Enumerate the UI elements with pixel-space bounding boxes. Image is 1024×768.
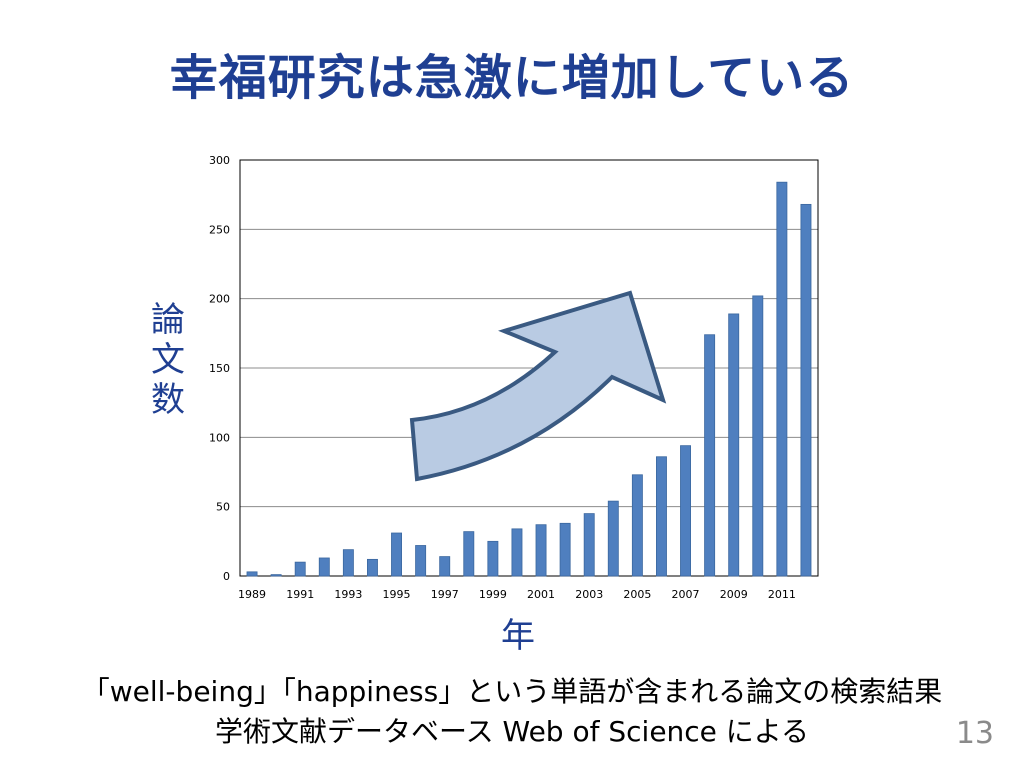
bar-2003 bbox=[583, 513, 595, 577]
y-tick-label: 150 bbox=[209, 362, 230, 375]
bar-2008 bbox=[704, 334, 716, 577]
bar-1993 bbox=[342, 549, 354, 577]
x-tick-label: 1995 bbox=[383, 588, 411, 601]
caption-search-terms: 「well-being」「happiness」という単語が含まれる論文の検索結果 bbox=[81, 675, 943, 708]
trend-arrow-icon bbox=[409, 290, 667, 482]
bar-2012 bbox=[800, 203, 812, 577]
bar-1989 bbox=[246, 571, 258, 577]
bar-1994 bbox=[367, 558, 378, 577]
bar-1996 bbox=[415, 545, 427, 577]
x-tick-label: 1999 bbox=[479, 588, 507, 601]
y-tick-label: 300 bbox=[209, 154, 230, 167]
x-tick-label: 1989 bbox=[238, 588, 266, 601]
bar-2001 bbox=[535, 524, 547, 577]
y-tick-label: 250 bbox=[209, 223, 230, 236]
x-axis-ticks: 1989 1991 1993 1995 1997 1999 2001 2003 2005 2007… bbox=[238, 588, 796, 601]
x-tick-label: 2003 bbox=[575, 588, 603, 601]
bar-2005 bbox=[631, 474, 643, 577]
x-tick-label: 2001 bbox=[527, 588, 555, 601]
bar-2010 bbox=[752, 295, 764, 577]
bar-1991 bbox=[294, 561, 306, 577]
caption-source: 学術文献データベース Web of Science による bbox=[215, 715, 809, 748]
x-axis-label: 年 bbox=[501, 616, 535, 656]
y-tick-label: 0 bbox=[223, 570, 230, 583]
bar-1999 bbox=[487, 540, 499, 577]
slide-title: 幸福研究は急激に増加している bbox=[169, 50, 855, 106]
x-tick-label: 2011 bbox=[768, 588, 796, 601]
chart-bars bbox=[246, 181, 812, 577]
bar-2007 bbox=[680, 445, 691, 577]
bar-2009 bbox=[728, 313, 740, 577]
x-tick-label: 2009 bbox=[720, 588, 748, 601]
bar-2011 bbox=[776, 181, 788, 577]
bar-1992 bbox=[318, 557, 330, 577]
plot-area-frame bbox=[239, 159, 819, 577]
bar-1990 bbox=[270, 574, 282, 577]
y-tick-label: 100 bbox=[209, 431, 230, 444]
x-tick-label: 1997 bbox=[431, 588, 459, 601]
bar-1997 bbox=[439, 556, 451, 577]
y-tick-label: 50 bbox=[216, 501, 230, 514]
y-tick-label: 200 bbox=[209, 293, 230, 306]
x-tick-label: 2007 bbox=[672, 588, 700, 601]
bar-1995 bbox=[391, 532, 402, 577]
bar-2006 bbox=[656, 456, 667, 577]
x-tick-label: 1991 bbox=[286, 588, 314, 601]
y-axis-ticks: 0 50 100 150 200 250 300 bbox=[209, 154, 230, 583]
page-number: 13 bbox=[955, 716, 994, 751]
bar-2002 bbox=[559, 522, 571, 577]
y-axis-label: 論文数 bbox=[151, 300, 185, 420]
x-tick-label: 2005 bbox=[623, 588, 651, 601]
x-tick-label: 1993 bbox=[334, 588, 362, 601]
bar-2004 bbox=[607, 500, 619, 577]
bar-2000 bbox=[511, 528, 523, 577]
bar-1998 bbox=[463, 531, 475, 577]
